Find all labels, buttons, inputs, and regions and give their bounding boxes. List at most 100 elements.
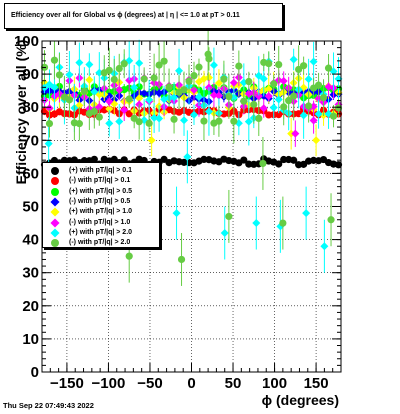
axis-ticks: −150 −100 −50 0 50 100 150 0 10 20 30 40 50 60 70 80 90 1…	[14, 33, 342, 392]
data-point	[194, 77, 203, 86]
y-tick-label: 30	[22, 265, 39, 282]
data-point	[95, 113, 103, 121]
data-point	[320, 242, 329, 251]
data-point	[269, 103, 278, 112]
data-point	[319, 94, 328, 102]
data-point	[80, 87, 88, 95]
legend-entry: (+) with pT/|q| > 0.1	[43, 166, 159, 176]
data-point	[50, 83, 59, 92]
legend-label: (+) with pT/|q| > 0.5	[69, 187, 133, 195]
data-point	[45, 119, 54, 128]
data-point	[229, 78, 238, 87]
data-point	[312, 136, 321, 145]
y-tick-label: 90	[22, 66, 39, 83]
legend-marker	[50, 197, 60, 207]
data-point	[264, 85, 273, 94]
data-point	[172, 209, 181, 218]
data-point	[145, 95, 154, 104]
data-point	[209, 91, 218, 100]
data-point	[280, 103, 288, 111]
data-point	[209, 61, 218, 70]
data-point	[90, 155, 98, 163]
data-point	[275, 60, 283, 69]
data-point	[55, 71, 64, 79]
y-tick-label: 80	[22, 99, 39, 116]
data-point	[90, 107, 98, 116]
title-box: Efficiency over all for Global vs ϕ (deg…	[4, 3, 283, 29]
data-point	[110, 75, 118, 84]
x-tick-label: −100	[92, 375, 126, 392]
y-tick-label: 100	[14, 33, 39, 50]
data-point	[252, 219, 261, 228]
data-point	[175, 66, 184, 75]
data-point	[215, 117, 223, 125]
data-point	[185, 77, 193, 85]
legend-label: (+) with pT/|q| > 0.1	[69, 167, 133, 174]
data-point	[324, 64, 333, 72]
y-tick-label: 70	[22, 132, 39, 149]
data-point	[245, 77, 253, 86]
legend-marker	[51, 239, 59, 248]
legend-marker	[50, 207, 60, 217]
data-point	[204, 50, 212, 58]
data-point	[314, 81, 323, 89]
data-point	[180, 116, 189, 125]
data-point	[314, 109, 323, 118]
data-point	[150, 113, 159, 122]
legend-label: (-) with pT/|q| > 1.0	[69, 218, 131, 226]
data-point	[290, 92, 298, 100]
data-point	[165, 83, 173, 91]
data-point	[270, 80, 278, 88]
data-point	[135, 59, 144, 68]
legend-entry: (+) with pT/|q| > 2.0	[43, 228, 159, 238]
data-point	[115, 117, 124, 126]
y-tick-label: 60	[22, 165, 39, 182]
data-point	[299, 111, 308, 120]
data-point	[120, 60, 128, 68]
data-point	[240, 156, 248, 164]
data-point	[135, 83, 143, 91]
y-tick-label: 20	[22, 298, 39, 315]
legend-marker	[51, 187, 59, 196]
data-point	[250, 100, 258, 109]
data-point	[85, 75, 94, 84]
data-point	[125, 95, 133, 103]
x-axis-label: ϕ (degrees)	[262, 392, 339, 408]
data-point	[115, 64, 123, 73]
timestamp: Thu Sep 22 07:49:43 2022	[3, 401, 94, 410]
data-point	[190, 72, 198, 80]
data-point	[177, 255, 186, 264]
data-point	[309, 116, 318, 125]
data-point	[160, 57, 168, 65]
data-point	[170, 93, 179, 102]
data-point	[275, 160, 283, 168]
y-tick-label: 40	[22, 232, 39, 249]
data-point	[135, 118, 143, 126]
data-point	[145, 119, 153, 127]
data-point	[302, 209, 311, 218]
data-point	[259, 74, 268, 83]
data-point	[194, 93, 203, 102]
legend-entry: (-) with pT/|q| > 0.5	[43, 197, 159, 207]
data-point	[290, 156, 298, 164]
legend-label: (+) with pT/|q| > 1.0	[69, 208, 133, 216]
data-point	[44, 139, 53, 148]
data-point	[95, 102, 104, 111]
data-point	[105, 119, 114, 128]
data-point	[329, 112, 338, 120]
data-point	[150, 74, 158, 82]
data-point	[225, 212, 233, 221]
data-point	[265, 59, 273, 68]
y-axis-label: Efficiency over all (%)	[13, 40, 29, 185]
y-tick-label: 10	[22, 331, 39, 348]
data-point	[334, 104, 343, 112]
data-point	[204, 73, 213, 82]
data-point	[204, 107, 213, 116]
data-point	[259, 104, 268, 113]
legend-marker	[50, 217, 60, 228]
x-tick-label: 0	[187, 375, 195, 392]
data-point	[289, 55, 298, 64]
data-point	[214, 91, 223, 100]
data-point	[285, 96, 293, 105]
data-point	[264, 92, 273, 101]
